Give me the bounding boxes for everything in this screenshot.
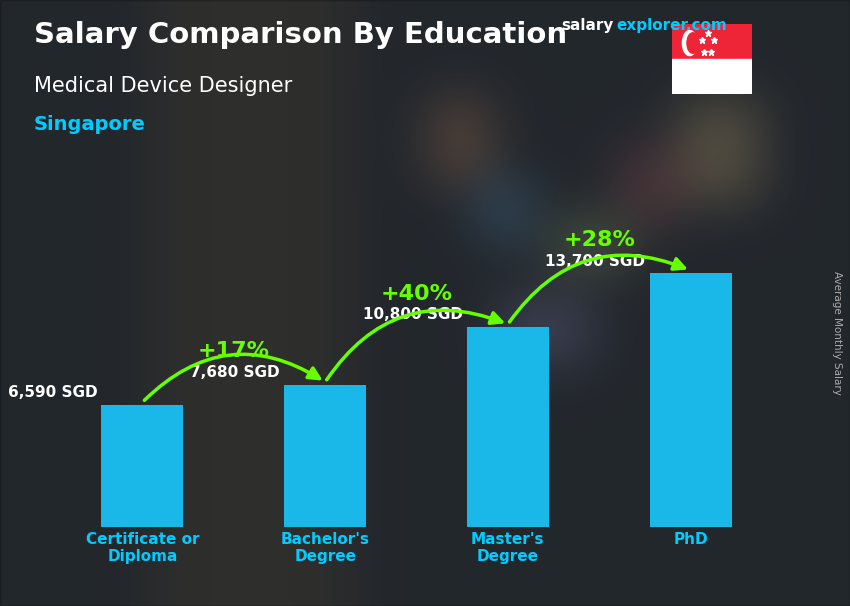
Bar [284, 385, 366, 527]
Text: +28%: +28% [564, 230, 635, 250]
Bar [101, 405, 184, 527]
Bar [649, 273, 732, 527]
Text: 6,590 SGD: 6,590 SGD [8, 385, 97, 401]
Bar [672, 24, 752, 59]
Text: +17%: +17% [198, 342, 269, 362]
Bar [672, 59, 752, 94]
Bar [467, 327, 549, 527]
Text: 10,800 SGD: 10,800 SGD [363, 307, 462, 322]
Text: 13,700 SGD: 13,700 SGD [546, 254, 645, 268]
Text: 7,680 SGD: 7,680 SGD [190, 365, 280, 380]
Text: Singapore: Singapore [34, 115, 146, 134]
Text: Salary Comparison By Education: Salary Comparison By Education [34, 21, 567, 49]
Text: Average Monthly Salary: Average Monthly Salary [832, 271, 842, 395]
Text: salary: salary [561, 18, 614, 33]
Text: Medical Device Designer: Medical Device Designer [34, 76, 292, 96]
Circle shape [683, 30, 697, 56]
Text: +40%: +40% [381, 284, 452, 304]
Text: explorer.com: explorer.com [616, 18, 727, 33]
Circle shape [687, 33, 699, 53]
